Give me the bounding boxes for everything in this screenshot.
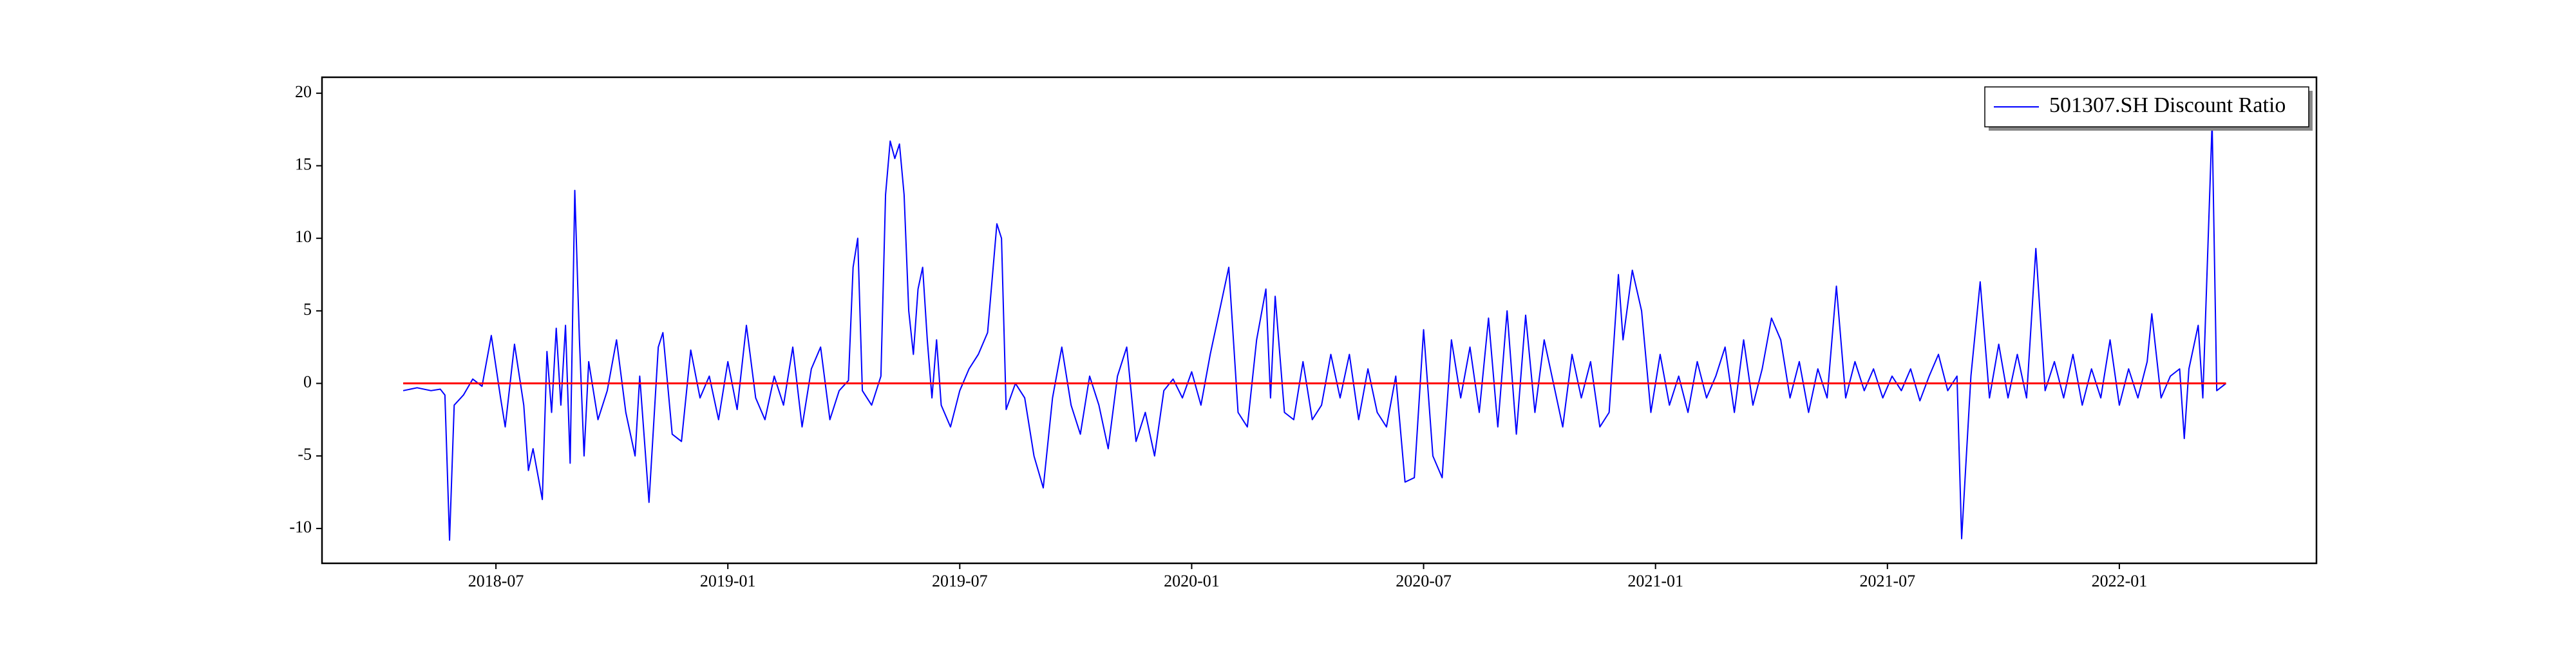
x-tick-label: 2022-01 (2092, 572, 2148, 590)
y-tick-label: 20 (295, 82, 312, 101)
legend-label: 501307.SH Discount Ratio (2049, 93, 2286, 117)
x-tick-label: 2020-07 (1396, 572, 1452, 590)
plot-frame (321, 76, 2318, 565)
x-tick-label: 2020-01 (1164, 572, 1220, 590)
x-tick-label: 2019-07 (932, 572, 988, 590)
y-tick-label: 10 (295, 227, 312, 246)
y-tick-label: 0 (303, 373, 312, 391)
legend: 501307.SH Discount Ratio (1984, 86, 2313, 131)
y-tick-label: -5 (298, 445, 312, 464)
y-tick-label: -10 (289, 518, 312, 536)
x-tick-label: 2018-07 (468, 572, 524, 590)
y-tick-label: 5 (303, 300, 312, 319)
x-tick-label: 2019-01 (700, 572, 756, 590)
x-tick-label: 2021-01 (1627, 572, 1683, 590)
x-tick-label: 2021-07 (1859, 572, 1915, 590)
data-line (402, 121, 2227, 541)
y-tick-label: 15 (295, 155, 312, 173)
